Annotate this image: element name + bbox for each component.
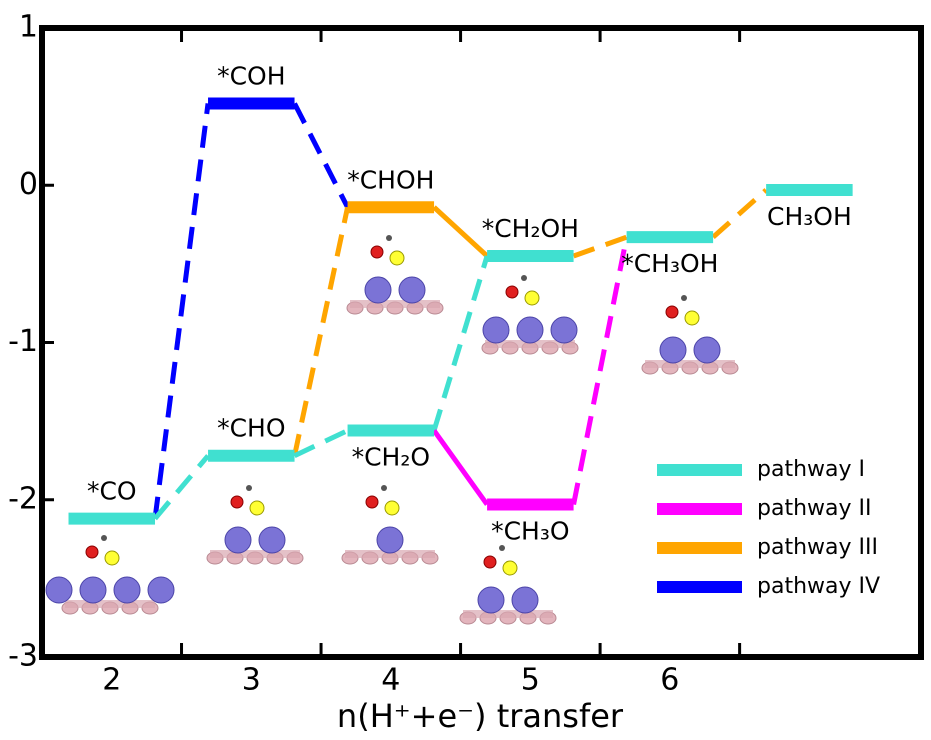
structure-icon (460, 545, 556, 624)
ads-atom (666, 306, 678, 318)
link (574, 237, 627, 256)
level-label: *CH₃OH (621, 249, 718, 278)
link (434, 207, 487, 256)
metal-atom (377, 527, 403, 553)
slab (463, 610, 553, 618)
structure-icon (347, 235, 443, 314)
metal-atom (694, 337, 720, 363)
ads-atom (105, 551, 119, 565)
link (295, 207, 348, 455)
link (574, 237, 627, 504)
level-label: *CH₂OH (482, 214, 579, 243)
link (434, 256, 487, 431)
metal-atom (660, 337, 686, 363)
ads-atom (503, 561, 517, 575)
metal-atom (478, 587, 504, 613)
chart: n(H⁺+e⁻) transfer -3 -2 -1 0 1 2 3 4 5 6 *CO *COH *C… (0, 0, 931, 740)
metal-atom (551, 317, 577, 343)
legend-label: pathway I (757, 457, 865, 482)
level-label: CH₃OH (767, 202, 852, 231)
ads-atom (371, 246, 383, 258)
ads-atom (484, 556, 496, 568)
x-tick-label: 6 (660, 663, 679, 698)
metal-atom (512, 587, 538, 613)
x-tick-label: 3 (242, 663, 261, 698)
ads-atom (250, 501, 264, 515)
link (295, 431, 348, 456)
level-label: *CO (87, 477, 137, 506)
structure-icon (207, 485, 303, 564)
slab (65, 600, 155, 608)
ads-atom (246, 485, 252, 491)
ads-atom (681, 295, 687, 301)
ads-atom (390, 251, 404, 265)
ads-atom (231, 496, 243, 508)
level-label: *CHO (217, 414, 285, 443)
ads-atom (386, 235, 392, 241)
legend-label: pathway III (757, 535, 878, 560)
slab (350, 300, 440, 308)
metal-atom (399, 277, 425, 303)
level-label: *CH₃O (491, 516, 569, 545)
metal-atom (80, 577, 106, 603)
legend-label: pathway IV (757, 574, 880, 599)
link (713, 190, 766, 237)
link (434, 431, 487, 505)
y-tick-label: 0 (19, 167, 38, 202)
level-label: *CHOH (347, 165, 434, 194)
ads-atom (521, 275, 527, 281)
ads-atom (381, 485, 387, 491)
structure-icon (482, 275, 578, 354)
x-tick-label: 2 (102, 663, 121, 698)
ads-atom (385, 501, 399, 515)
metal-atom (259, 527, 285, 553)
structure-icon (642, 295, 738, 374)
structure-icon (46, 535, 174, 614)
level-label: *COH (217, 61, 285, 90)
metal-atom (517, 317, 543, 343)
level-label: *CH₂O (352, 443, 430, 472)
ads-atom (685, 311, 699, 325)
ads-atom (366, 496, 378, 508)
x-axis-label: n(H⁺+e⁻) transfer (337, 697, 624, 735)
y-tick-label: -3 (8, 639, 38, 674)
link (295, 103, 348, 207)
y-tick-label: -1 (8, 324, 38, 359)
ads-atom (525, 291, 539, 305)
metal-atom (225, 527, 251, 553)
link (155, 103, 208, 518)
metal-atom (46, 577, 72, 603)
x-tick-label: 5 (521, 663, 540, 698)
structure-icon (342, 485, 438, 564)
metal-atom (148, 577, 174, 603)
metal-atom (483, 317, 509, 343)
y-tick-label: -2 (8, 481, 38, 516)
ads-atom (506, 286, 518, 298)
ads-atom (86, 546, 98, 558)
metal-atom (365, 277, 391, 303)
ads-atom (101, 535, 107, 541)
plot-frame (42, 28, 921, 657)
y-tick-label: 1 (19, 10, 38, 45)
slab (645, 360, 735, 368)
metal-atom (114, 577, 140, 603)
x-tick-label: 4 (381, 663, 400, 698)
slab (210, 550, 300, 558)
legend-label: pathway II (757, 496, 871, 521)
ads-atom (499, 545, 505, 551)
